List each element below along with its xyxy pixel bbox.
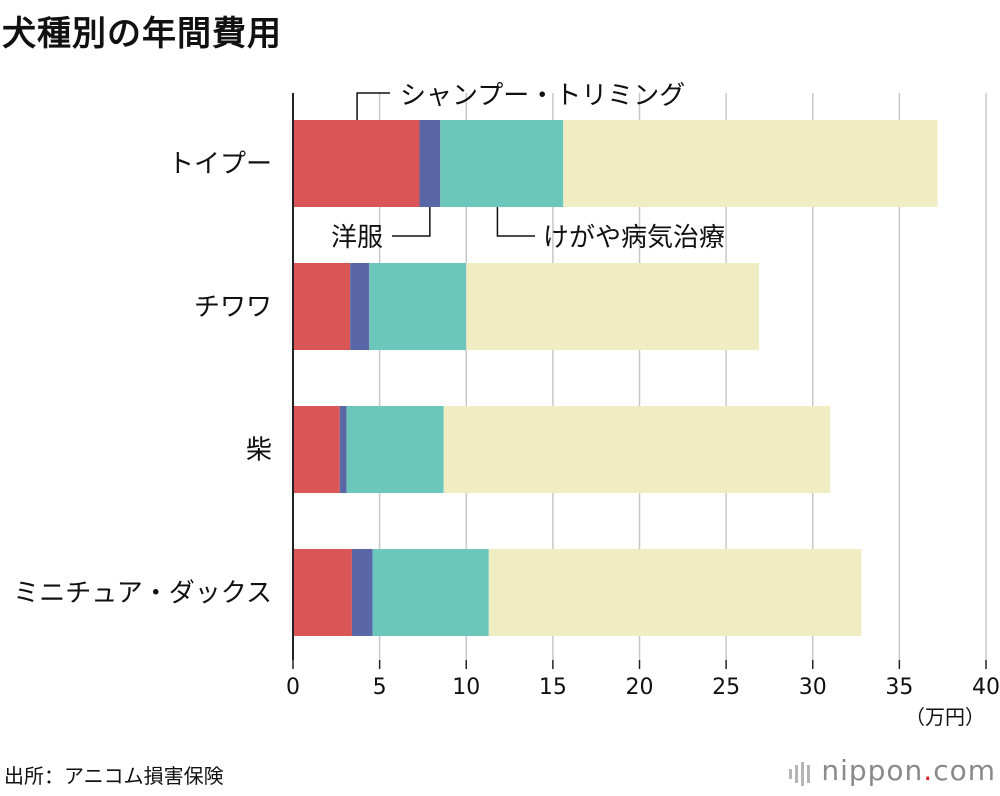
x-tick-label: 35 <box>885 675 913 700</box>
bar-segment <box>293 549 352 636</box>
logo-bars-icon <box>789 756 813 789</box>
category-label: トイプー <box>168 150 272 180</box>
x-tick-label: 5 <box>373 675 387 700</box>
category-label: チワワ <box>194 293 272 323</box>
callout-label: けがや病気治療 <box>543 223 725 253</box>
callout-line <box>356 92 390 120</box>
x-tick-labels: 0 5 10 15 20 25 30 35 40 <box>286 675 1000 700</box>
bar-segment <box>293 406 340 493</box>
callout-label: シャンプー・トリミング <box>400 81 685 111</box>
category-label: 柴 <box>246 436 272 466</box>
x-unit-label: （万円） <box>905 705 985 729</box>
chart-title: 犬種別の年間費用 <box>2 14 282 54</box>
bar-group <box>293 120 938 636</box>
logo-main: nippon <box>821 754 924 787</box>
bar-segment <box>339 406 347 493</box>
x-tick-label: 25 <box>712 675 740 700</box>
nippon-logo[interactable]: nippon.com <box>789 754 996 789</box>
bar-segment <box>466 263 760 350</box>
bar-segment <box>563 120 938 207</box>
logo-dot: . <box>923 754 934 787</box>
x-tick-label: 30 <box>799 675 827 700</box>
x-tick-label: 10 <box>452 675 480 700</box>
callout-line <box>392 207 431 237</box>
bar-segment <box>350 263 370 350</box>
bar-segment <box>351 549 373 636</box>
x-tick-label: 15 <box>539 675 567 700</box>
bar-segment <box>293 263 351 350</box>
x-tick-label: 0 <box>286 675 300 700</box>
x-tick-label: 40 <box>972 675 1000 700</box>
bar-segment <box>488 549 862 636</box>
bar-segment <box>419 120 441 207</box>
bar-segment <box>443 406 831 493</box>
bar-segment <box>293 120 420 207</box>
x-tick-label: 20 <box>626 675 654 700</box>
callout-line <box>496 207 535 237</box>
callout-label: 洋服 <box>331 223 383 253</box>
bar-segment <box>440 120 564 207</box>
bar-segment <box>369 263 467 350</box>
bar-segment <box>346 406 444 493</box>
logo-suffix: com <box>933 754 996 787</box>
source-note: 出所：アニコム損害保険 <box>4 764 224 788</box>
bar-segment <box>372 549 489 636</box>
category-label: ミニチュア・ダックス <box>13 579 272 609</box>
